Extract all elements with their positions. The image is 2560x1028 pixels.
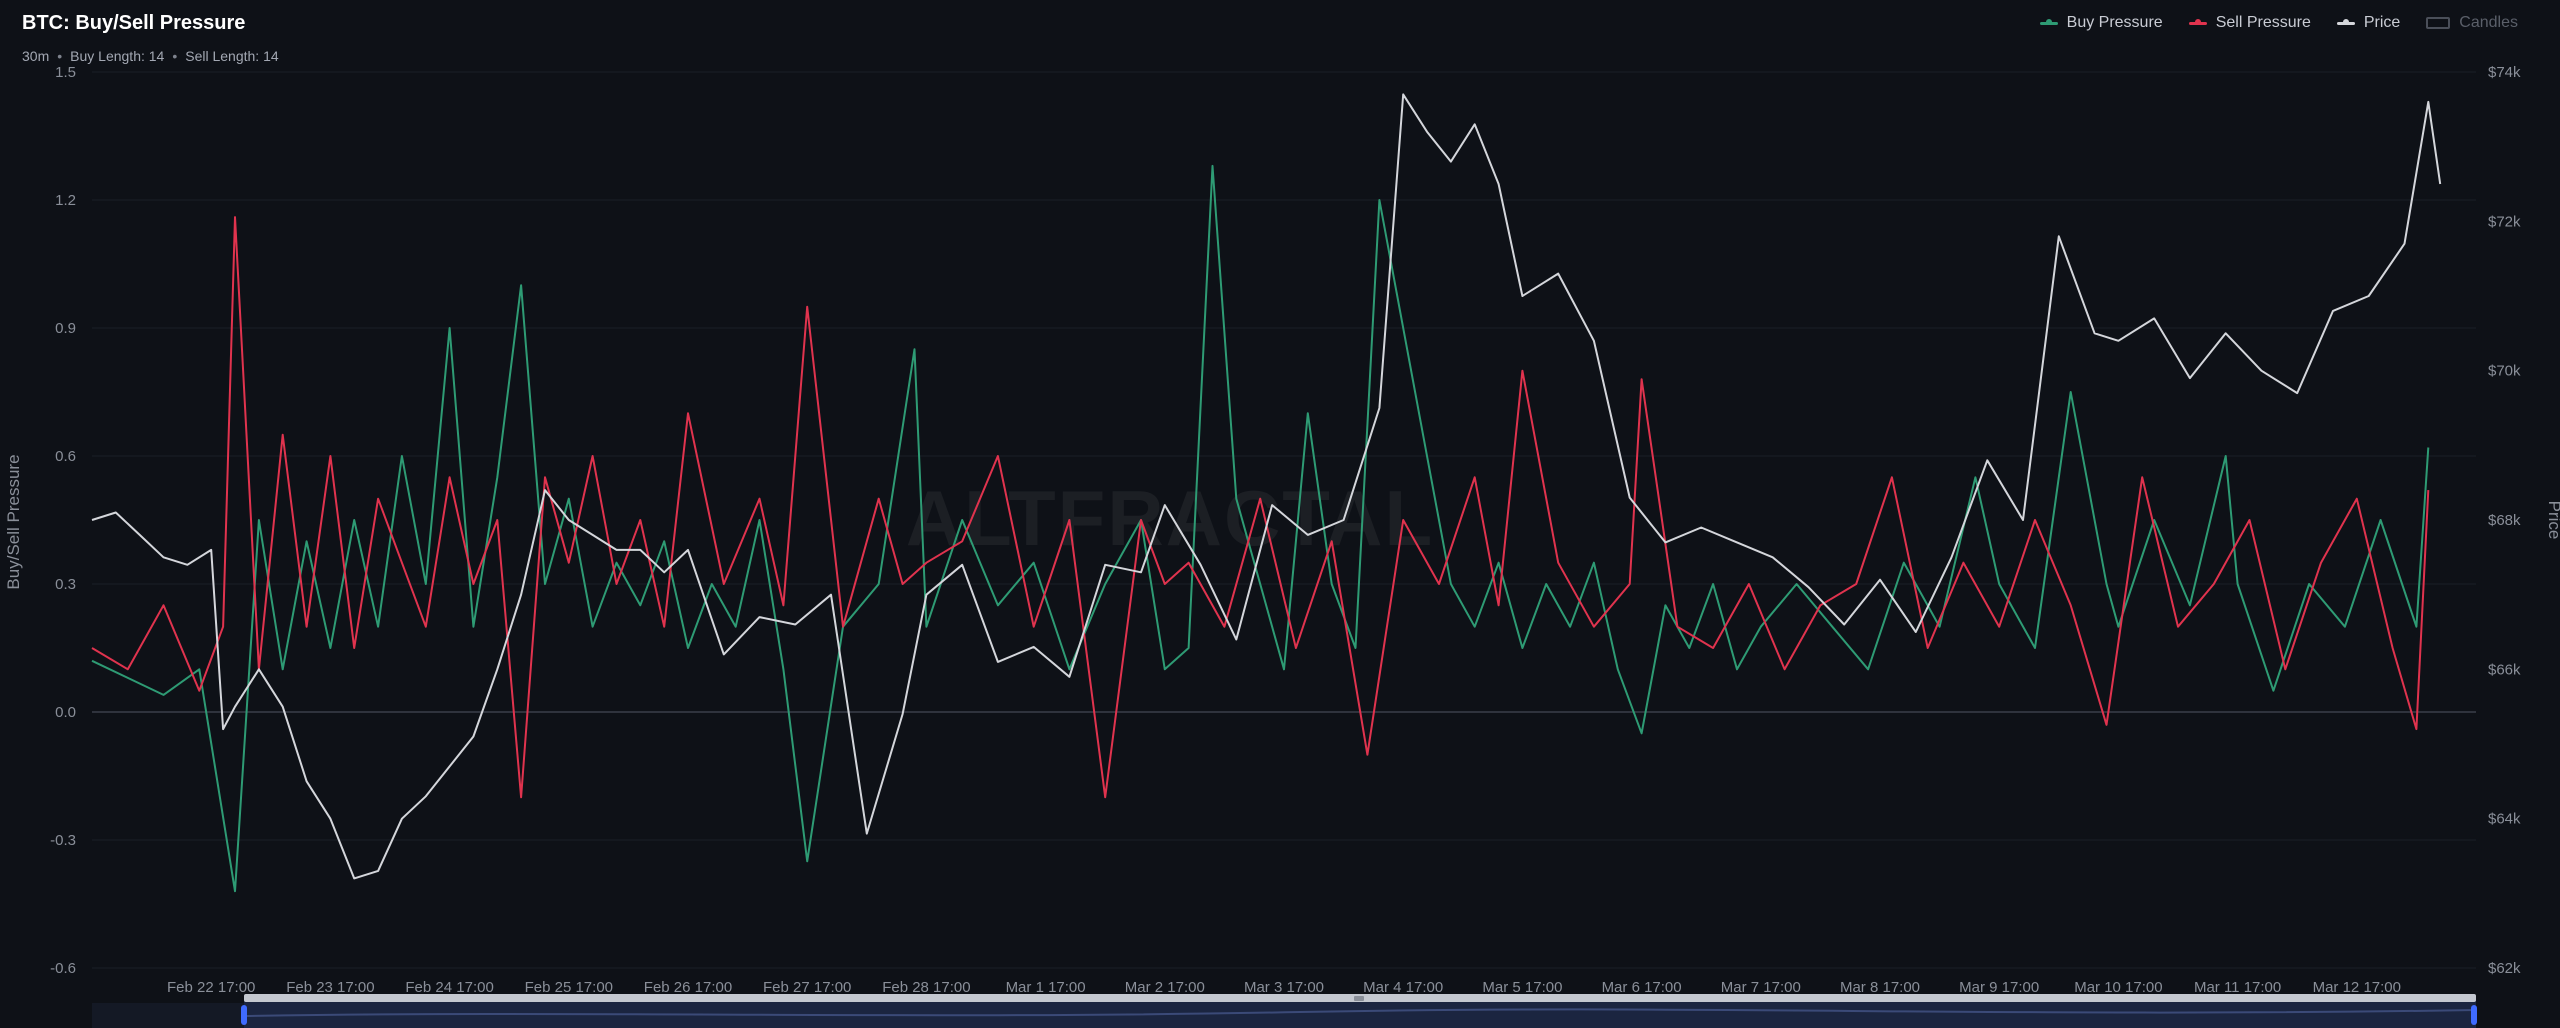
legend-item-buy-pressure[interactable]: Buy Pressure bbox=[2039, 14, 2163, 32]
legend-label: Candles bbox=[2459, 14, 2518, 31]
x-tick-label: Feb 25 17:00 bbox=[525, 979, 613, 996]
x-tick-label: Mar 4 17:00 bbox=[1363, 979, 1443, 996]
y-tick-label: -0.6 bbox=[50, 960, 76, 977]
x-tick-label: Mar 5 17:00 bbox=[1482, 979, 1562, 996]
legend-label: Buy Pressure bbox=[2066, 14, 2163, 31]
x-tick-label: Mar 3 17:00 bbox=[1244, 979, 1324, 996]
x-tick-label: Feb 27 17:00 bbox=[763, 979, 851, 996]
x-tick-label: Mar 2 17:00 bbox=[1125, 979, 1205, 996]
y-axis-title: Buy/Sell Pressure bbox=[4, 454, 23, 589]
right-axis: $74k $72k $70k $68k $66k $64k $62k bbox=[2488, 64, 2521, 977]
y-tick-label: 0.3 bbox=[55, 576, 76, 593]
y2-tick-label: $66k bbox=[2488, 661, 2521, 678]
y2-axis-title: Price bbox=[2545, 501, 2560, 540]
buy-length-label: Buy Length: 14 bbox=[70, 48, 165, 64]
y2-tick-label: $72k bbox=[2488, 213, 2521, 230]
legend-item-price[interactable]: Price bbox=[2336, 14, 2401, 32]
navigator-right-handle[interactable] bbox=[2471, 1005, 2477, 1025]
x-tick-label: Feb 26 17:00 bbox=[644, 979, 732, 996]
separator-dot: • bbox=[172, 48, 178, 64]
navigator-center-grip[interactable] bbox=[1354, 996, 1364, 1001]
y2-tick-label: $74k bbox=[2488, 64, 2521, 81]
y-tick-label: 1.5 bbox=[55, 64, 76, 81]
x-tick-label: Mar 10 17:00 bbox=[2074, 979, 2162, 996]
time-range-navigator[interactable] bbox=[92, 994, 2477, 1028]
price-swatch bbox=[2336, 19, 2355, 25]
legend-label: Price bbox=[2363, 14, 2401, 31]
y-tick-label: -0.3 bbox=[50, 832, 76, 849]
series-layer bbox=[91, 93, 2442, 893]
buy-pressure-swatch bbox=[2039, 19, 2058, 25]
navigator-left-handle[interactable] bbox=[241, 1005, 247, 1025]
x-tick-label: Mar 7 17:00 bbox=[1721, 979, 1801, 996]
y-tick-label: 0.6 bbox=[55, 448, 76, 465]
y-tick-label: 0.9 bbox=[55, 320, 76, 337]
y-tick-label: 0.0 bbox=[55, 704, 76, 721]
legend-item-candles[interactable]: Candles bbox=[2426, 14, 2518, 32]
x-tick-label: Mar 12 17:00 bbox=[2313, 979, 2401, 996]
y2-tick-label: $70k bbox=[2488, 363, 2521, 380]
y2-tick-label: $62k bbox=[2488, 960, 2521, 977]
sell-length-label: Sell Length: 14 bbox=[185, 48, 279, 64]
x-tick-label: Feb 23 17:00 bbox=[286, 979, 374, 996]
x-tick-label: Mar 6 17:00 bbox=[1602, 979, 1682, 996]
sell-pressure-swatch bbox=[2188, 19, 2207, 25]
chart-title: BTC: Buy/Sell Pressure bbox=[22, 12, 246, 34]
legend-label: Sell Pressure bbox=[2215, 14, 2311, 31]
x-tick-label: Mar 8 17:00 bbox=[1840, 979, 1920, 996]
series-line-sell-pressure bbox=[91, 216, 2430, 799]
candles-swatch bbox=[2426, 17, 2451, 29]
x-axis: Feb 22 17:00 Feb 23 17:00 Feb 24 17:00 Feb … bbox=[167, 979, 2401, 996]
x-tick-label: Feb 24 17:00 bbox=[405, 979, 493, 996]
chart-legend: Buy Pressure Sell Pressure Price Candles bbox=[2039, 14, 2518, 32]
left-axis: 1.5 1.2 0.9 0.6 0.3 0.0 -0.3 -0.6 bbox=[50, 64, 76, 977]
chart-subtitle: 30m • Buy Length: 14 • Sell Length: 14 bbox=[22, 48, 279, 64]
y2-tick-label: $64k bbox=[2488, 811, 2521, 828]
x-tick-label: Feb 28 17:00 bbox=[882, 979, 970, 996]
x-tick-label: Mar 11 17:00 bbox=[2194, 979, 2281, 996]
y-tick-label: 1.2 bbox=[55, 192, 76, 209]
navigator-price-preview bbox=[243, 1008, 2477, 1017]
x-tick-label: Mar 1 17:00 bbox=[1006, 979, 1086, 996]
y2-tick-label: $68k bbox=[2488, 512, 2521, 529]
legend-item-sell-pressure[interactable]: Sell Pressure bbox=[2188, 14, 2311, 32]
x-tick-label: Mar 9 17:00 bbox=[1959, 979, 2039, 996]
x-tick-label: Feb 22 17:00 bbox=[167, 979, 255, 996]
series-line-price bbox=[91, 93, 2442, 880]
interval-label: 30m bbox=[22, 48, 50, 64]
separator-dot: • bbox=[57, 48, 63, 64]
